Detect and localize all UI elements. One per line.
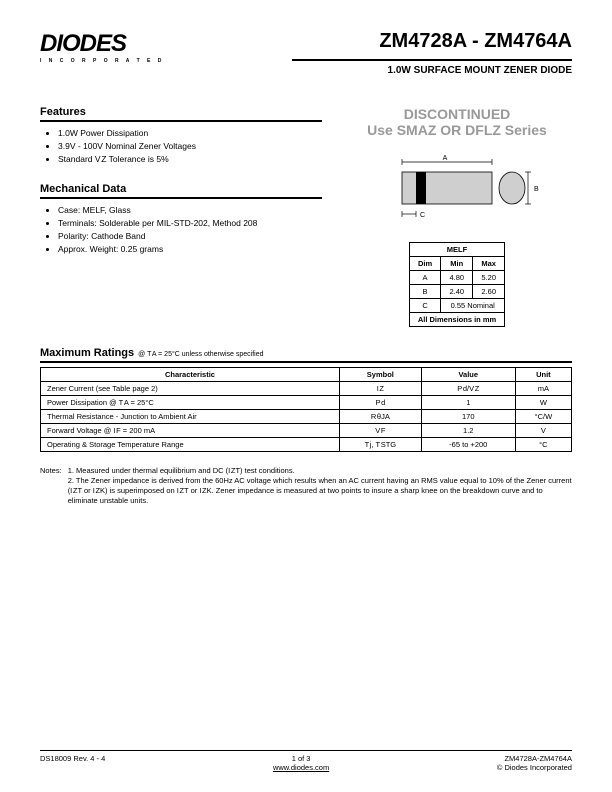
melf-package-icon: A B C (372, 152, 542, 232)
footer-center: 1 of 3 www.diodes.com (273, 754, 329, 772)
dim-c-label: C (420, 212, 425, 219)
feature-item: 3.9V - 100V Nominal Zener Voltages (58, 141, 322, 152)
footer-page-number: 1 of 3 (273, 754, 329, 763)
ratings-col-char: Characteristic (41, 368, 340, 382)
discontinued-line1: DISCONTINUED (342, 106, 572, 122)
notes-label: Notes: (40, 466, 62, 507)
mechanical-item: Approx. Weight: 0.25 grams (58, 244, 322, 255)
mechanical-list: Case: MELF, Glass Terminals: Solderable … (40, 205, 322, 255)
subtitle: 1.0W SURFACE MOUNT ZENER DIODE (292, 65, 572, 76)
max-ratings-table: Characteristic Symbol Value Unit Zener C… (40, 367, 572, 452)
ratings-row: Power Dissipation @ T A = 25°C P d 1 W (41, 396, 572, 410)
footer-copyright: © Diodes Incorporated (497, 763, 572, 772)
package-diagram: A B C (342, 152, 572, 232)
dim-table-footer: All Dimensions in mm (409, 313, 504, 327)
ratings-row: Thermal Resistance - Junction to Ambient… (41, 410, 572, 424)
features-heading: Features (40, 106, 322, 122)
feature-item: 1.0W Power Dissipation (58, 128, 322, 139)
main-content-row: Features 1.0W Power Dissipation 3.9V - 1… (40, 106, 572, 327)
features-list: 1.0W Power Dissipation 3.9V - 100V Nomin… (40, 128, 322, 165)
max-ratings-title: Maximum Ratings (40, 347, 134, 359)
ratings-row: Zener Current (see Table page 2) I Z P d… (41, 382, 572, 396)
ratings-row: Forward Voltage @ I F = 200 mA V F 1.2 V (41, 424, 572, 438)
footer-revision: DS18009 Rev. 4 - 4 (40, 754, 105, 772)
max-ratings-condition: @ T A = 25°C unless otherwise specified (138, 351, 263, 358)
header: DIODES I N C O R P O R A T E D ZM4728A -… (40, 30, 572, 76)
footer-url: www.diodes.com (273, 763, 329, 772)
mechanical-heading: Mechanical Data (40, 183, 322, 199)
page-footer: DS18009 Rev. 4 - 4 1 of 3 www.diodes.com… (40, 750, 572, 772)
part-number-title: ZM4728A - ZM4764A (292, 30, 572, 53)
ratings-col-symbol: Symbol (339, 368, 421, 382)
dim-b-label: B (534, 186, 539, 193)
note-item: 2. The Zener impedance is derived from t… (68, 476, 572, 506)
dim-table-title: MELF (409, 243, 504, 257)
ratings-col-unit: Unit (515, 368, 571, 382)
mechanical-item: Terminals: Solderable per MIL-STD-202, M… (58, 218, 322, 229)
feature-item: Standard V Z Tolerance is 5% (58, 154, 322, 165)
ratings-row: Operating & Storage Temperature Range T … (41, 438, 572, 452)
discontinued-notice: DISCONTINUED Use SMAZ OR DFLZ Series (342, 106, 572, 138)
logo-text: DIODES (40, 30, 164, 58)
title-rule (292, 59, 572, 61)
notes-body: 1. Measured under thermal equilibrium an… (68, 466, 572, 507)
notes-block: Notes: 1. Measured under thermal equilib… (40, 466, 572, 507)
max-ratings-heading: Maximum Ratings @ T A = 25°C unless othe… (40, 347, 572, 363)
mechanical-item: Case: MELF, Glass (58, 205, 322, 216)
dim-row: B 2.40 2.60 (409, 285, 504, 299)
dim-row: A 4.80 5.20 (409, 271, 504, 285)
dim-col-max: Max (473, 257, 505, 271)
mechanical-item: Polarity: Cathode Band (58, 231, 322, 242)
ratings-col-value: Value (421, 368, 515, 382)
logo: DIODES I N C O R P O R A T E D (40, 30, 164, 64)
footer-rule (40, 750, 572, 751)
left-column: Features 1.0W Power Dissipation 3.9V - 1… (40, 106, 322, 327)
dim-a-label: A (443, 155, 448, 162)
title-block: ZM4728A - ZM4764A 1.0W SURFACE MOUNT ZEN… (292, 30, 572, 76)
logo-subtext: I N C O R P O R A T E D (40, 58, 164, 64)
footer-right: ZM4728A-ZM4764A © Diodes Incorporated (497, 754, 572, 772)
note-item: 1. Measured under thermal equilibrium an… (68, 466, 572, 476)
footer-part-number: ZM4728A-ZM4764A (497, 754, 572, 763)
dim-col-dim: Dim (409, 257, 440, 271)
dim-col-min: Min (441, 257, 473, 271)
right-column: DISCONTINUED Use SMAZ OR DFLZ Series A B… (342, 106, 572, 327)
discontinued-line2: Use SMAZ OR DFLZ Series (342, 122, 572, 138)
dimension-table: MELF Dim Min Max A 4.80 5.20 B 2.40 2.60… (409, 242, 505, 327)
dim-row-nominal: C 0.55 Nominal (409, 299, 504, 313)
